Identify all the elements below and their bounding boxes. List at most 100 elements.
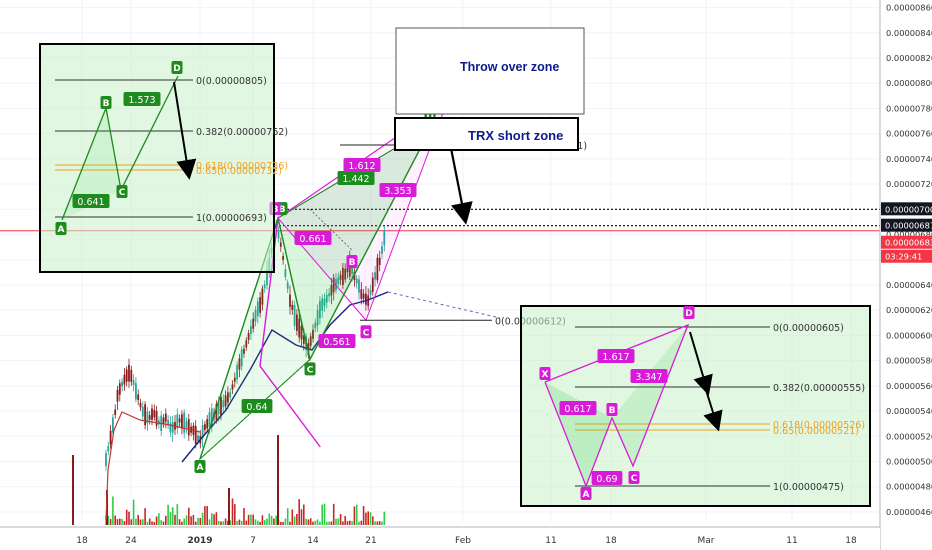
inset-left-point-b-text: B — [103, 99, 110, 109]
pattern-dotted-line — [309, 209, 353, 251]
volume-bar — [213, 514, 215, 525]
volume-bar — [353, 506, 356, 525]
green-point-c-text: C — [307, 365, 314, 375]
candle-body — [360, 289, 363, 299]
volume-bar — [174, 514, 176, 525]
candle-body — [217, 401, 220, 414]
time-axis-bg — [0, 527, 880, 550]
candle-body — [266, 269, 268, 286]
price-axis-bg — [880, 0, 932, 550]
volume-bar — [342, 521, 344, 525]
time-tick-label: 11 — [545, 536, 556, 546]
candle-body — [123, 374, 126, 385]
inset-left-point-d-text: D — [173, 64, 180, 74]
ratio-label: 0.64 — [246, 402, 267, 413]
inset-right-arrow — [689, 331, 713, 396]
volume-bar — [250, 514, 252, 525]
candle-body — [158, 420, 160, 425]
volume-bar — [121, 518, 123, 525]
inset-right-point-x-text: X — [542, 370, 549, 380]
short-zone-label: TRX short zone — [468, 128, 563, 143]
candle-body — [176, 414, 179, 429]
candle-body — [146, 411, 149, 424]
volume-bar — [151, 521, 153, 525]
candle-body — [204, 424, 206, 430]
green-point-b-text: B — [279, 205, 286, 215]
candle-body — [332, 277, 335, 293]
volume-bar — [192, 514, 195, 525]
ratio-label: 0.661 — [299, 234, 326, 245]
volume-bar — [351, 521, 353, 525]
candle-body — [325, 294, 328, 303]
volume-bar — [169, 512, 172, 525]
candle-body — [300, 325, 303, 340]
volume-bar — [114, 515, 116, 525]
inset-left-triangle — [62, 108, 121, 220]
volume-bar — [208, 519, 211, 525]
volume-bar — [148, 518, 151, 525]
volume-bar — [236, 520, 238, 525]
volume-bar — [319, 521, 321, 525]
candle-body — [245, 340, 248, 348]
time-tick-label: 21 — [365, 536, 376, 546]
inset-right-ratio-box — [559, 401, 597, 415]
candle-body — [348, 259, 351, 277]
candle-body — [187, 419, 190, 436]
volume-bar — [162, 521, 165, 525]
throw-over-zone-label: Throw over zone — [460, 60, 559, 74]
volume-bar — [160, 520, 162, 525]
candle-body — [215, 403, 218, 420]
inset-left-ratio: 0.641 — [77, 197, 104, 208]
candle-body — [109, 430, 112, 445]
candle-body — [298, 318, 301, 338]
candle-body — [164, 413, 167, 422]
volume-bar — [362, 506, 365, 525]
volume-bar — [259, 521, 261, 525]
inset-right-arrow-2 — [703, 389, 723, 432]
ratio-label-box — [241, 399, 273, 413]
volume-bar — [188, 507, 190, 525]
candle-body — [125, 369, 128, 382]
time-tick-label: 2019 — [187, 536, 212, 546]
candle-body — [229, 392, 232, 398]
volume-bar — [206, 506, 208, 525]
volume-bar — [376, 521, 379, 525]
volume-bar — [217, 520, 220, 525]
volume-bar — [155, 516, 158, 525]
inset-left-fib-label: 0.618(0.00000736) — [196, 161, 288, 172]
candle-body — [328, 293, 330, 297]
magenta-point-b-text: B — [272, 205, 279, 215]
candle-body — [346, 265, 349, 273]
ratio-label-box — [294, 231, 332, 245]
volume-bar — [176, 504, 179, 525]
candle-body — [148, 415, 151, 420]
volume-bar — [240, 520, 243, 525]
volume-bar — [328, 521, 330, 525]
candle-body — [240, 349, 243, 367]
inset-right-fib-label: 0.382(0.00000555) — [773, 383, 865, 394]
time-tick-label: 24 — [125, 536, 137, 546]
volume-bar — [307, 519, 310, 525]
inset-left-fib-label: 1(0.00000693) — [196, 213, 267, 224]
inset-right-point-b-marker — [606, 403, 618, 416]
inset-left-fib-label: 0.382(0.00000762) — [196, 127, 288, 138]
inset-left-box — [39, 43, 275, 273]
volume-bar — [139, 519, 142, 525]
volume-bar — [374, 521, 376, 525]
ratio-label: 3.353 — [384, 186, 411, 197]
candle-body — [162, 417, 165, 424]
candle-body — [169, 423, 172, 433]
price-badge — [881, 235, 932, 249]
inset-right-fib-label: 0.65(0.00000521) — [773, 426, 859, 437]
candle-body — [137, 394, 140, 401]
candle-body — [247, 333, 250, 340]
price-badge-label: 0.00000683 — [885, 238, 932, 248]
ratio-label-box — [379, 183, 417, 197]
volume-bar — [125, 509, 128, 525]
volume-bar — [123, 521, 126, 525]
candle-body — [183, 412, 186, 433]
volume-bar — [199, 517, 202, 525]
candle-body — [224, 395, 227, 407]
inset-right-fib-label: 1(0.00000475) — [773, 482, 844, 493]
